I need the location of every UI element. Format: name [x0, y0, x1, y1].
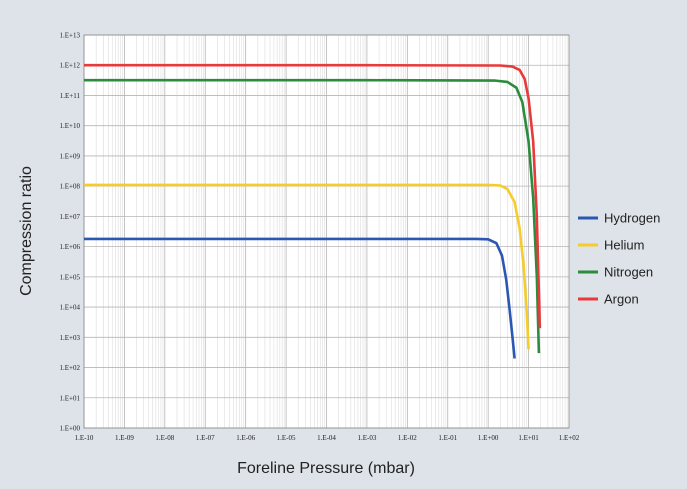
- series-line-argon: [84, 63, 542, 329]
- x-tick-label: 1.E+01: [518, 434, 539, 442]
- y-tick-label: 1.E+00: [60, 425, 81, 433]
- y-tick-labels: 1.E+00 1.E+01 1.E+02 1.E+03 1.E+04 1.E+05 1.E+…: [60, 32, 81, 433]
- y-tick-label: 1.E+11: [60, 92, 81, 100]
- y-axis-title: Compression ratio: [18, 166, 35, 296]
- x-tick-label: 1.E-05: [277, 434, 296, 442]
- x-tick-label: 1.E-07: [196, 434, 215, 442]
- y-tick-label: 1.E+01: [60, 394, 81, 402]
- x-tick-label: 1.E-10: [75, 434, 94, 442]
- y-tick-label: 1.E+05: [60, 273, 81, 281]
- x-tick-labels: 1.E-10 1.E-09 1.E-08 1.E-07 1.E-06 1.E-05 1.E-…: [75, 434, 580, 442]
- plot-border: [83, 34, 570, 429]
- x-tick-label: 1.E-06: [236, 434, 255, 442]
- x-tick-label: 1.E-09: [115, 434, 134, 442]
- x-tick-label: 1.E+00: [478, 434, 499, 442]
- y-tick-label: 1.E+04: [60, 304, 81, 312]
- series-line-nitrogen: [84, 78, 541, 354]
- x-tick-label: 1.E-08: [155, 434, 174, 442]
- y-tick-label: 1.E+03: [60, 334, 81, 342]
- y-tick-label: 1.E+09: [60, 152, 81, 160]
- x-tick-label: 1.E-04: [317, 434, 336, 442]
- y-tick-label: 1.E+06: [60, 243, 81, 251]
- x-tick-label: 1.E+02: [559, 434, 580, 442]
- series-line-helium: [84, 183, 530, 350]
- series-lines: [84, 63, 542, 359]
- y-tick-label: 1.E+07: [60, 213, 81, 221]
- series-line-hydrogen: [84, 237, 516, 359]
- legend-label-argon: Argon: [604, 292, 639, 307]
- y-tick-label: 1.E+08: [60, 183, 81, 191]
- x-tick-label: 1.E-02: [398, 434, 417, 442]
- x-tick-label: 1.E-03: [357, 434, 376, 442]
- x-tick-label: 1.E-01: [438, 434, 457, 442]
- legend: Hydrogen Helium Nitrogen Argon: [578, 211, 660, 307]
- x-axis-title: Foreline Pressure (mbar): [237, 460, 415, 477]
- y-tick-label: 1.E+02: [60, 364, 81, 372]
- y-tick-label: 1.E+13: [60, 32, 81, 40]
- y-tick-label: 1.E+12: [60, 62, 81, 70]
- legend-label-hydrogen: Hydrogen: [604, 211, 660, 226]
- legend-label-helium: Helium: [604, 238, 644, 253]
- y-tick-label: 1.E+10: [60, 122, 81, 130]
- legend-label-nitrogen: Nitrogen: [604, 265, 653, 280]
